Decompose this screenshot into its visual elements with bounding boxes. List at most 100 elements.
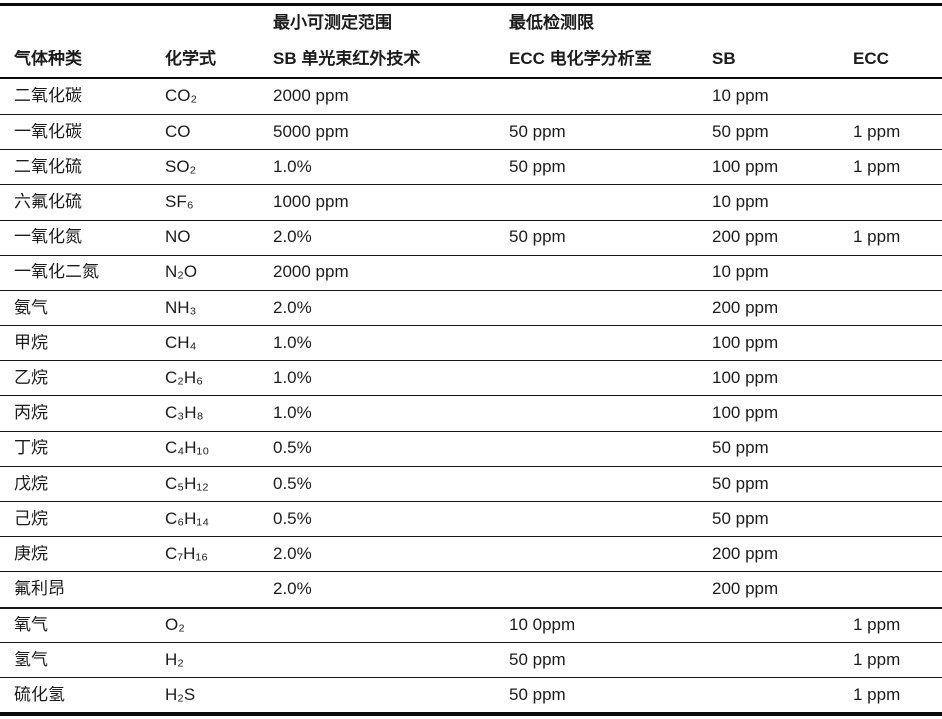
sb-limit-cell: 200 ppm <box>712 580 779 599</box>
table-row: 戊烷 C₅H₁₂ 0.5% 50 ppm <box>0 465 942 501</box>
sb-limit-cell: 10 ppm <box>712 193 769 212</box>
header-row-group-labels: 最小可测定范围 最低检测限 <box>0 6 942 41</box>
header-min-range-label: 最小可测定范围 <box>273 14 392 33</box>
table-body: 二氧化碳 CO₂ 2000 ppm 10 ppm 一氧化碳 CO 5000 pp… <box>0 79 942 712</box>
ecc-range-cell: 50 ppm <box>509 228 566 247</box>
sb-range-cell: 1.0% <box>273 369 312 388</box>
gas-name-cell: 氟利昂 <box>14 580 65 599</box>
ecc-limit-cell: 1 ppm <box>853 650 901 669</box>
gas-name-cell: 氢气 <box>14 650 48 669</box>
formula-cell: NH₃ <box>165 298 197 317</box>
table-row: 氨气 NH₃ 2.0% 200 ppm <box>0 289 942 325</box>
formula-cell: N₂O <box>165 263 198 282</box>
header-ecc: ECC <box>853 49 889 68</box>
ecc-range-cell: 10 0ppm <box>509 615 576 634</box>
sb-limit-cell: 100 ppm <box>712 369 779 388</box>
header-min-detect-label: 最低检测限 <box>509 14 594 33</box>
formula-cell: CH₄ <box>165 333 197 352</box>
sb-range-cell: 0.5% <box>273 474 312 493</box>
ecc-limit-cell: 1 ppm <box>853 685 901 704</box>
sb-limit-cell: 10 ppm <box>712 87 769 106</box>
table-row: 二氧化碳 CO₂ 2000 ppm 10 ppm <box>0 79 942 114</box>
table-row: 丙烷 C₃H₈ 1.0% 100 ppm <box>0 395 942 430</box>
gas-name-cell: 二氧化硫 <box>14 157 82 176</box>
sb-range-cell: 2.0% <box>273 580 312 599</box>
formula-cell: C₄H₁₀ <box>165 439 210 458</box>
sb-limit-cell: 50 ppm <box>712 474 769 493</box>
formula-cell: C₅H₁₂ <box>165 474 209 493</box>
header-sb-tech: SB 单光束红外技术 <box>273 49 421 68</box>
formula-cell: CO₂ <box>165 87 198 106</box>
sb-limit-cell: 10 ppm <box>712 263 769 282</box>
ecc-range-cell: 50 ppm <box>509 122 566 141</box>
sb-limit-cell: 50 ppm <box>712 122 769 141</box>
ecc-range-cell: 50 ppm <box>509 685 566 704</box>
sb-range-cell: 0.5% <box>273 509 312 528</box>
formula-cell: SF₆ <box>165 193 194 212</box>
sb-range-cell: 2000 ppm <box>273 263 349 282</box>
formula-cell: C₃H₈ <box>165 404 204 423</box>
sb-limit-cell: 200 ppm <box>712 228 779 247</box>
table-row: 二氧化硫 SO₂ 1.0% 50 ppm 100 ppm 1 ppm <box>0 149 942 184</box>
sb-range-cell: 2000 ppm <box>273 87 349 106</box>
gas-name-cell: 丁烷 <box>14 439 48 458</box>
gas-name-cell: 氧气 <box>14 615 48 634</box>
formula-cell: C₂H₆ <box>165 369 204 388</box>
formula-cell: SO₂ <box>165 157 197 176</box>
gas-name-cell: 丙烷 <box>14 404 48 423</box>
sb-range-cell: 1.0% <box>273 333 312 352</box>
sb-limit-cell: 100 ppm <box>712 404 779 423</box>
sb-range-cell: 1.0% <box>273 157 312 176</box>
sb-range-cell: 1000 ppm <box>273 193 349 212</box>
gas-name-cell: 六氟化硫 <box>14 193 82 212</box>
sb-limit-cell: 50 ppm <box>712 439 769 458</box>
gas-name-cell: 己烷 <box>14 509 48 528</box>
sb-range-cell: 1.0% <box>273 404 312 423</box>
gas-name-cell: 甲烷 <box>14 333 48 352</box>
header-gas-type: 气体种类 <box>14 49 82 68</box>
sb-range-cell: 2.0% <box>273 544 312 563</box>
table-row: 一氧化氮 NO 2.0% 50 ppm 200 ppm 1 ppm <box>0 219 942 255</box>
formula-cell: H₂ <box>165 650 184 669</box>
gas-name-cell: 乙烷 <box>14 369 48 388</box>
table-row: 己烷 C₆H₁₄ 0.5% 50 ppm <box>0 501 942 536</box>
ecc-range-cell: 50 ppm <box>509 650 566 669</box>
header-formula: 化学式 <box>165 49 216 68</box>
ecc-limit-cell: 1 ppm <box>853 228 901 247</box>
gas-name-cell: 一氧化二氮 <box>14 263 99 282</box>
table-row: 硫化氢 H₂S 50 ppm 1 ppm <box>0 676 942 712</box>
table-row: 一氧化二氮 N₂O 2000 ppm 10 ppm <box>0 254 942 290</box>
table-row: 氢气 H₂ 50 ppm 1 ppm <box>0 641 942 677</box>
gas-name-cell: 一氧化碳 <box>14 122 82 141</box>
sb-range-cell: 0.5% <box>273 439 312 458</box>
table-row: 氟利昂 2.0% 200 ppm <box>0 571 942 606</box>
gas-name-cell: 戊烷 <box>14 474 48 493</box>
header-sb: SB <box>712 49 736 68</box>
header-ecc-tech: ECC 电化学分析室 <box>509 49 652 68</box>
formula-cell: O₂ <box>165 615 185 634</box>
ecc-limit-cell: 1 ppm <box>853 122 901 141</box>
formula-cell: CO <box>165 122 191 141</box>
formula-cell: C₆H₁₄ <box>165 509 210 528</box>
header-row-columns: 气体种类 化学式 SB 单光束红外技术 ECC 电化学分析室 SB ECC <box>0 41 942 76</box>
sb-limit-cell: 100 ppm <box>712 157 779 176</box>
table-row: 六氟化硫 SF₆ 1000 ppm 10 ppm <box>0 184 942 219</box>
gas-name-cell: 二氧化碳 <box>14 87 82 106</box>
sb-range-cell: 5000 ppm <box>273 122 349 141</box>
ecc-limit-cell: 1 ppm <box>853 157 901 176</box>
table-row: 庚烷 C₇H₁₆ 2.0% 200 ppm <box>0 536 942 571</box>
formula-cell: H₂S <box>165 685 196 704</box>
sb-limit-cell: 200 ppm <box>712 298 779 317</box>
gas-name-cell: 庚烷 <box>14 544 48 563</box>
formula-cell: C₇H₁₆ <box>165 544 208 563</box>
formula-cell: NO <box>165 228 191 247</box>
gas-name-cell: 氨气 <box>14 298 48 317</box>
gas-name-cell: 硫化氢 <box>14 685 65 704</box>
sb-limit-cell: 100 ppm <box>712 333 779 352</box>
sb-limit-cell: 50 ppm <box>712 509 769 528</box>
table-row: 甲烷 CH₄ 1.0% 100 ppm <box>0 325 942 360</box>
table-header: 最小可测定范围 最低检测限 气体种类 化学式 SB 单光束红外技术 ECC 电化… <box>0 6 942 79</box>
sb-range-cell: 2.0% <box>273 228 312 247</box>
gas-name-cell: 一氧化氮 <box>14 228 82 247</box>
